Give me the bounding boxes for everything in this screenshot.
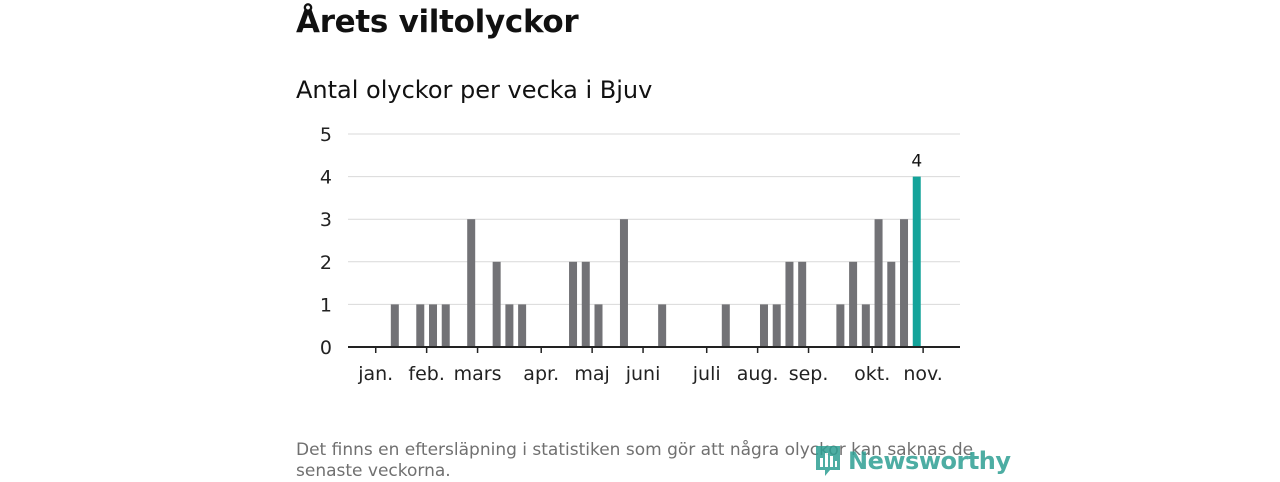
bar [887,261,896,347]
bar [759,304,768,347]
y-tick-label: 0 [320,337,332,359]
y-tick-label: 3 [320,209,332,231]
highlight-bar [912,176,921,347]
data-labels: 4 [911,152,922,172]
bars [390,176,921,347]
bar [441,304,450,347]
bar-chart-icon [816,446,840,476]
x-tick-label: feb. [408,363,444,385]
bar [594,304,603,347]
x-tick-label: apr. [523,363,559,385]
y-tick-label: 4 [320,167,332,189]
bar [836,304,845,347]
bar [658,304,667,347]
x-tick-label: mars [454,363,502,385]
y-tick-label: 1 [320,294,332,316]
x-tick-label: nov. [903,363,942,385]
x-tick-label: sep. [789,363,829,385]
logo-text: Newsworthy [848,447,1011,475]
bar [518,304,527,347]
bar [798,261,807,347]
x-axis-ticks: jan. feb. mars apr. maj juni juli aug. sep. okt. n… [357,347,943,385]
page-title: Årets viltolyckor [296,4,579,40]
y-axis-ticks: 0 1 2 3 4 5 [320,124,332,359]
bar [416,304,425,347]
y-tick-label: 5 [320,124,332,146]
chart-subtitle: Antal olyckor per vecka i Bjuv [296,76,653,104]
data-label: 4 [911,152,922,172]
x-tick-label: maj [574,363,609,385]
bar [619,219,628,347]
y-tick-label: 2 [320,252,332,274]
bar-chart: 0 1 2 3 4 5 jan. feb. mars apr. maj juni juli aug. se… [320,124,960,385]
bar [874,219,883,347]
bar [861,304,870,347]
x-tick-label: jan. [357,363,393,385]
bar [849,261,858,347]
bar [772,304,781,347]
x-tick-label: okt. [854,363,890,385]
bar [390,304,399,347]
grid-lines [348,133,960,305]
bar [785,261,794,347]
bar [569,261,578,347]
newsworthy-logo: Newsworthy [814,444,1011,478]
bar [581,261,590,347]
footnote: Det finns en eftersläpning i statistiken… [296,440,974,481]
x-tick-label: juni [625,363,661,385]
bar [429,304,438,347]
bar [467,219,476,347]
x-tick-label: aug. [737,363,779,385]
bar [505,304,514,347]
bar [492,261,501,347]
bar [721,304,730,347]
bar [900,219,909,347]
x-tick-label: juli [692,363,721,385]
